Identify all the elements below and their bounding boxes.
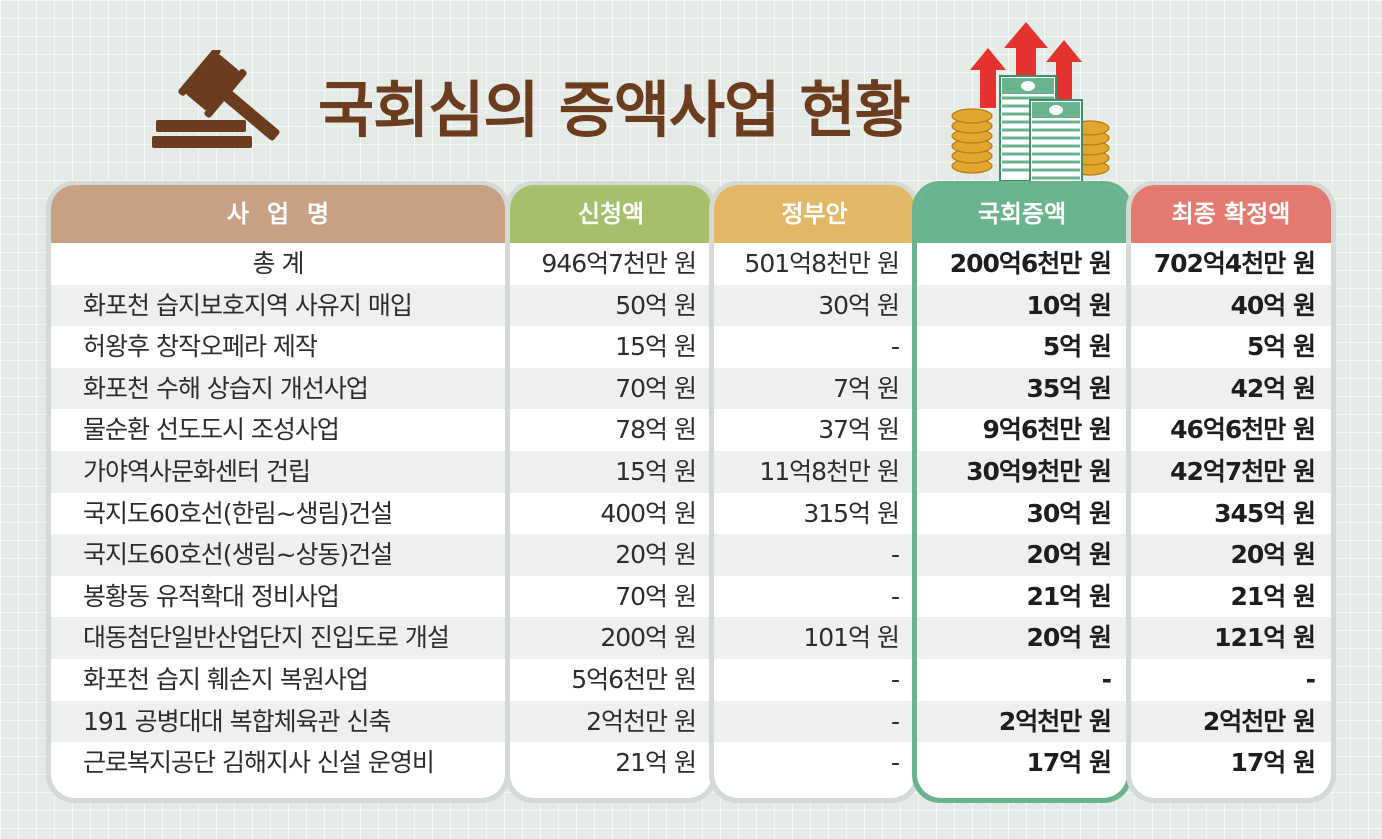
rows-government: 501억8천만 원 30억 원 - 7억 원 37억 원 11억8천만 원 315억 원 - -… (714, 243, 915, 784)
header-project-name: 사업명 (51, 185, 505, 243)
table-cell-final: 40억 원 (1131, 284, 1331, 327)
table-cell-request: 200억 원 (510, 617, 712, 659)
table-cell-final: 5억 원 (1246, 332, 1316, 362)
table-cell-final: 42억 원 (1131, 367, 1331, 410)
rows-final: 702억4천만 원 40억 원 5억 원 42억 원 46억6천만 원 42억7천만 원 3… (1131, 243, 1331, 784)
table-cell-name: 화포천 수해 상습지 개선사업 (51, 367, 505, 410)
table-cell-added: 9억6천만 원 (982, 415, 1113, 445)
column-final: 최종 확정액 702억4천만 원 40억 원 5억 원 42억 원 46억6천만 원 42… (1126, 181, 1336, 803)
table-cell-request: 50억 원 (510, 284, 712, 327)
table-cell-request: 15억 원 (510, 450, 712, 493)
table-cell-final: 121억 원 (1131, 617, 1331, 659)
table-cell-name: 허왕후 창작오페라 제작 (83, 332, 318, 362)
table-cell-added: 20억 원 (917, 534, 1127, 576)
table-cell-request: 70억 원 (510, 367, 712, 410)
column-added: 국회증액 200억6천만 원 10억 원 5억 원 35억 원 9억6천만 원 30억9천… (912, 181, 1132, 803)
table-cell-name: 대동첨단일반산업단지 진입도로 개설 (51, 617, 505, 659)
table-cell-government: 11억8천만 원 (714, 450, 915, 493)
table-cell-government: 37억 원 (818, 415, 900, 445)
table-cell-name: 국지도60호선(한림~생림)건설 (83, 498, 393, 528)
table-cell-government: 30억 원 (714, 284, 915, 327)
table-cell-final: 20억 원 (1131, 534, 1331, 576)
page-title: 국회심의 증액사업 현황 (318, 75, 911, 146)
table-cell-request: 5억6천만 원 (571, 664, 697, 694)
table-cell-government: 315억 원 (803, 498, 900, 528)
rows-added: 200억6천만 원 10억 원 5억 원 35억 원 9억6천만 원 30억9천만 원 30… (917, 243, 1127, 784)
title-area: 국회심의 증액사업 현황 (0, 0, 1382, 185)
table-cell-request: 21억 원 (615, 748, 697, 778)
table-cell-government: - (714, 700, 915, 743)
table-cell-government: 7억 원 (714, 367, 915, 410)
table-cell-final: 46억6천만 원 (1170, 415, 1316, 445)
table-cell-added: 2억천만 원 (917, 700, 1127, 743)
table-cell-added: 5억 원 (1042, 332, 1112, 362)
table-cell-government: 101억 원 (714, 617, 915, 659)
header-request: 신청액 (510, 185, 712, 243)
table-cell-government: - (890, 581, 900, 611)
table-cell-government: 501억8천만 원 (744, 249, 900, 278)
gavel-icon (152, 50, 280, 148)
table-cell-government: - (890, 332, 900, 362)
table-cell-government: - (890, 664, 900, 694)
table-cell-request: 2억천만 원 (510, 700, 712, 743)
table-cell-request: 400억 원 (600, 498, 697, 528)
table-cell-request: 20억 원 (510, 534, 712, 576)
money-stack-arrows-icon (951, 22, 1110, 185)
table-cell-final: 17억 원 (1230, 748, 1317, 778)
table-cell-name: 물순환 선도도시 조성사업 (83, 415, 340, 445)
table-cell-added: 35억 원 (917, 367, 1127, 410)
rows-request: 946억7천만 원 50억 원 15억 원 70억 원 78억 원 15억 원 400억 원… (510, 243, 712, 784)
header-added: 국회증액 (917, 185, 1127, 243)
column-request: 신청액 946억7천만 원 50억 원 15억 원 70억 원 78억 원 15억 원 40… (505, 181, 717, 803)
header-government: 정부안 (714, 185, 915, 243)
table-cell-added: 30억9천만 원 (917, 450, 1127, 493)
table-cell-name: 국지도60호선(생림~상동)건설 (51, 534, 505, 576)
table-cell-request: 70억 원 (615, 581, 697, 611)
table-cell-government: - (714, 534, 915, 576)
table-cell-final: 42억7천만 원 (1131, 450, 1331, 493)
table-cell-government: - (890, 748, 900, 778)
table-cell-added: 17억 원 (1026, 748, 1113, 778)
table-cell-added: 10억 원 (917, 284, 1127, 327)
table-cell-added: 21억 원 (1026, 581, 1113, 611)
table-cell-final: 21억 원 (1230, 581, 1317, 611)
table-cell-request: 78억 원 (615, 415, 697, 445)
table-cell-name: 가야역사문화센터 건립 (51, 450, 505, 493)
table-cell-final: - (1305, 664, 1316, 694)
table-cell-added: 20억 원 (917, 617, 1127, 659)
table-cell-name: 화포천 습지 훼손지 복원사업 (83, 664, 369, 694)
table-cell-request: 15억 원 (615, 332, 697, 362)
table-cell-name: 봉황동 유적확대 정비사업 (83, 581, 340, 611)
table-cell-added: - (1101, 664, 1112, 694)
table-cell-final: 702억4천만 원 (1153, 249, 1316, 278)
column-government: 정부안 501억8천만 원 30억 원 - 7억 원 37억 원 11억8천만 원 315억… (709, 181, 920, 803)
table-cell-added: 200억6천만 원 (949, 249, 1112, 278)
table-cell-name: 화포천 습지보호지역 사유지 매입 (51, 284, 505, 327)
table-cell-name: 근로복지공단 김해지사 신설 운영비 (83, 748, 435, 778)
table-cell-final: 2억천만 원 (1131, 700, 1331, 743)
table-cell-name: 총 계 (252, 249, 305, 278)
table-cell-added: 30억 원 (1026, 498, 1113, 528)
table-cell-final: 345억 원 (1214, 498, 1316, 528)
header-final: 최종 확정액 (1131, 185, 1331, 243)
table-cell-name: 191 공병대대 복합체육관 신축 (51, 700, 505, 743)
table-cell-request: 946억7천만 원 (541, 249, 697, 278)
